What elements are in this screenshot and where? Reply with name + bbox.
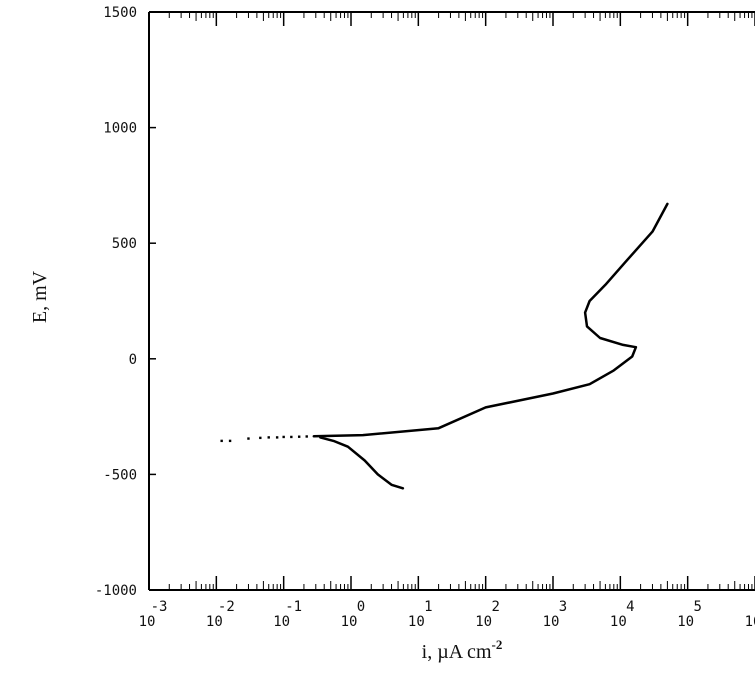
y-tick-label: 1500 [103, 5, 137, 21]
plot-frame [148, 11, 755, 591]
y-tick-labels: 1500 1000 500 0 -500 -1000 [95, 5, 137, 599]
x-tick-label-base: 10 [543, 614, 560, 630]
y-tick-label: 0 [129, 352, 137, 368]
data-point [282, 435, 285, 439]
data-point [305, 435, 308, 438]
anodic-branch-line [312, 202, 669, 438]
x-tick-label-base: 10 [475, 614, 492, 630]
x-tick-label-exponent: -2 [218, 599, 235, 615]
data-point [297, 435, 301, 438]
x-tick-label-base: 10 [677, 614, 694, 630]
x-tick-label-base: 10 [139, 614, 156, 630]
x-tick-label-exponent: 0 [357, 599, 365, 615]
y-axis-title: E, mV [29, 270, 51, 323]
x-tick-labels: 10-310-210-1100101102103104105106 [139, 599, 755, 630]
cathodic-branch-line [319, 436, 405, 490]
y-tick-label: 1000 [103, 121, 137, 137]
x-tick-label-exponent: 3 [559, 599, 567, 615]
y-tick-label: 500 [112, 236, 137, 252]
x-tick-label-base: 10 [341, 614, 358, 630]
data-point [290, 435, 293, 439]
data-point [275, 436, 279, 439]
x-tick-label-base: 10 [273, 614, 290, 630]
data-point [228, 439, 232, 443]
x-tick-label-base: 10 [610, 614, 627, 630]
x-axis-title-exponent: -2 [492, 637, 503, 652]
x-tick-label-base: 10 [408, 614, 425, 630]
y-tick-label: -500 [103, 467, 137, 483]
x-tick-label-exponent: 1 [424, 599, 432, 615]
data-point [267, 436, 270, 439]
x-tick-label-exponent: 5 [693, 599, 701, 615]
axis-ticks [148, 11, 755, 591]
data-point [220, 439, 223, 443]
data-point [247, 437, 250, 440]
x-axis-title-text: i, µA cm [422, 641, 492, 663]
x-tick-label-base: 10 [206, 614, 223, 630]
x-axis-title: i, µA cm-2 [422, 637, 503, 663]
x-tick-label-exponent: 4 [626, 599, 634, 615]
x-tick-label-exponent: -1 [285, 599, 302, 615]
y-tick-label: -1000 [95, 583, 137, 599]
data-point [259, 436, 262, 440]
x-tick-label-exponent: 2 [491, 599, 499, 615]
data-series [220, 202, 669, 490]
x-tick-label-exponent: -3 [151, 599, 168, 615]
x-tick-label-base: 10 [745, 614, 755, 630]
